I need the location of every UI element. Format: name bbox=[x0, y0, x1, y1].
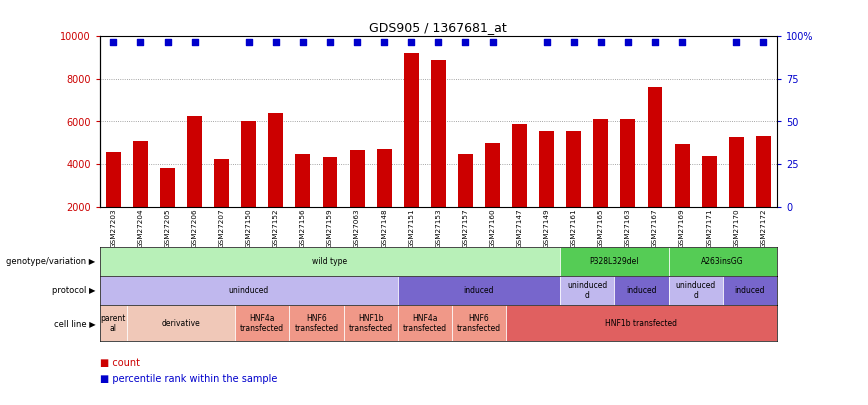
Text: protocol ▶: protocol ▶ bbox=[52, 286, 95, 295]
Point bbox=[485, 38, 499, 45]
Point bbox=[187, 38, 201, 45]
Text: induced: induced bbox=[464, 286, 494, 295]
Bar bbox=[566, 131, 582, 207]
Bar bbox=[648, 87, 662, 207]
Bar bbox=[323, 157, 338, 207]
Bar bbox=[160, 168, 175, 207]
Text: parent
al: parent al bbox=[101, 314, 126, 333]
Bar bbox=[452, 305, 506, 341]
Text: uninduced: uninduced bbox=[228, 286, 269, 295]
Text: HNF1b
transfected: HNF1b transfected bbox=[349, 314, 392, 333]
Bar bbox=[127, 305, 235, 341]
Point bbox=[296, 38, 310, 45]
Bar bbox=[668, 247, 777, 276]
Bar bbox=[187, 116, 202, 207]
Bar bbox=[723, 276, 777, 305]
Point bbox=[648, 38, 662, 45]
Bar bbox=[214, 159, 229, 207]
Bar bbox=[756, 136, 771, 207]
Text: derivative: derivative bbox=[161, 319, 201, 328]
Point bbox=[756, 38, 770, 45]
Bar bbox=[729, 137, 744, 207]
Bar bbox=[241, 122, 256, 207]
Point bbox=[134, 38, 148, 45]
Text: ■ count: ■ count bbox=[100, 358, 140, 368]
Point bbox=[729, 38, 743, 45]
Text: HNF6
transfected: HNF6 transfected bbox=[294, 314, 339, 333]
Text: A263insGG: A263insGG bbox=[701, 257, 744, 266]
Text: HNF1b transfected: HNF1b transfected bbox=[606, 319, 677, 328]
Text: uninduced
d: uninduced d bbox=[567, 281, 608, 300]
Bar bbox=[512, 124, 527, 207]
Text: induced: induced bbox=[626, 286, 657, 295]
Point bbox=[350, 38, 364, 45]
Point bbox=[161, 38, 174, 45]
Bar bbox=[458, 154, 473, 207]
Bar bbox=[506, 305, 777, 341]
Bar bbox=[404, 53, 418, 207]
Bar bbox=[295, 154, 311, 207]
Bar bbox=[560, 276, 615, 305]
Title: GDS905 / 1367681_at: GDS905 / 1367681_at bbox=[370, 21, 507, 34]
Bar bbox=[398, 305, 452, 341]
Text: HNF6
transfected: HNF6 transfected bbox=[457, 314, 501, 333]
Bar bbox=[539, 131, 554, 207]
Bar bbox=[289, 305, 344, 341]
Bar bbox=[100, 276, 398, 305]
Point bbox=[431, 38, 445, 45]
Point bbox=[458, 38, 472, 45]
Bar bbox=[485, 143, 500, 207]
Bar bbox=[560, 247, 668, 276]
Text: genotype/variation ▶: genotype/variation ▶ bbox=[6, 257, 95, 266]
Text: wild type: wild type bbox=[312, 257, 347, 266]
Point bbox=[242, 38, 256, 45]
Bar bbox=[615, 276, 668, 305]
Point bbox=[594, 38, 608, 45]
Bar bbox=[431, 60, 446, 207]
Bar bbox=[594, 119, 608, 207]
Bar bbox=[268, 113, 283, 207]
Point bbox=[567, 38, 581, 45]
Bar bbox=[377, 149, 391, 207]
Bar bbox=[350, 150, 365, 207]
Bar bbox=[133, 141, 148, 207]
Point bbox=[675, 38, 689, 45]
Text: P328L329del: P328L329del bbox=[589, 257, 639, 266]
Bar bbox=[344, 305, 398, 341]
Bar bbox=[106, 152, 121, 207]
Text: HNF4a
transfected: HNF4a transfected bbox=[403, 314, 447, 333]
Text: cell line ▶: cell line ▶ bbox=[54, 319, 95, 328]
Point bbox=[540, 38, 554, 45]
Bar bbox=[701, 156, 717, 207]
Text: uninduced
d: uninduced d bbox=[675, 281, 716, 300]
Point bbox=[107, 38, 121, 45]
Point bbox=[269, 38, 283, 45]
Bar bbox=[668, 276, 723, 305]
Bar bbox=[100, 305, 127, 341]
Text: HNF4a
transfected: HNF4a transfected bbox=[240, 314, 285, 333]
Bar bbox=[398, 276, 560, 305]
Text: ■ percentile rank within the sample: ■ percentile rank within the sample bbox=[100, 374, 277, 384]
Point bbox=[378, 38, 391, 45]
Bar bbox=[621, 119, 635, 207]
Point bbox=[404, 38, 418, 45]
Point bbox=[621, 38, 635, 45]
Bar bbox=[100, 247, 560, 276]
Point bbox=[323, 38, 337, 45]
Bar bbox=[235, 305, 289, 341]
Bar bbox=[674, 144, 689, 207]
Text: induced: induced bbox=[734, 286, 765, 295]
